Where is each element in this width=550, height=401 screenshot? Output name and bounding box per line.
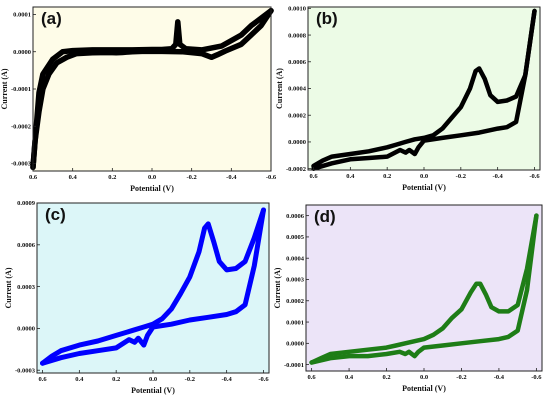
y-tick-label: 0.0004 [286,255,305,262]
y-axis-title: Current (A) [0,68,9,109]
x-tick-label: 0.6 [309,173,318,180]
x-axis-title: Potential (V) [131,386,175,395]
x-tick-label: 0.2 [112,376,120,383]
cv-sweep-line-2 [30,7,274,171]
x-tick-label: -0.4 [226,174,237,181]
plot-background [33,7,271,171]
x-tick-label: -0.6 [529,173,540,180]
plot-background [308,7,540,170]
y-tick-label: 0.0004 [288,86,307,93]
y-tick-label: 0.0009 [17,200,36,207]
x-tick-label: -0.6 [258,376,269,383]
x-tick-label: 0.2 [383,173,391,180]
x-tick-label: 0.0 [148,174,156,181]
y-tick-label: 0.0000 [17,326,35,333]
y-tick-label: 0.0006 [288,59,307,66]
y-tick-label: 0.0001 [286,319,304,326]
y-tick-label: -0.0001 [11,86,31,93]
plot-background [306,205,542,371]
x-tick-label: 0.0 [420,374,428,381]
x-tick-label: 0.4 [345,374,354,381]
x-tick-label: 0.6 [308,374,317,381]
x-axis-title: Potential (V) [402,384,446,393]
y-tick-label: 0.0006 [17,242,36,249]
y-axis-title: Current (A) [275,68,284,109]
cv-sweep-line-2 [311,8,537,171]
panel-label: (d) [314,207,336,226]
x-tick-label: -0.4 [494,374,505,381]
y-tick-label: -0.0002 [11,123,31,130]
y-tick-label: -0.0002 [286,166,306,173]
y-tick-label: 0.0008 [288,32,307,39]
x-tick-label: 0.6 [38,376,47,383]
cv-panel-4: 0.6 0.4 0.2 0.0 -0.2 -0.4 -0.6 -0.0001 0.0000 0.0… [273,204,543,393]
cv-sweep-line-1 [309,213,539,365]
cv-panel-2: 0.6 0.4 0.2 0.0 -0.2 -0.4 -0.6 -0.0002 0.0000 0.0… [275,6,541,192]
x-tick-label: -0.6 [266,174,277,181]
x-tick-label: 0.6 [29,174,38,181]
y-tick-label: 0.0000 [288,139,306,146]
x-tick-label: -0.2 [185,376,195,383]
x-tick-label: 0.0 [149,376,157,383]
y-tick-label: 0.0000 [13,49,31,56]
y-tick-label: -0.0003 [15,367,36,374]
x-tick-label: 0.0 [420,173,428,180]
x-tick-label: 0.2 [382,374,390,381]
x-tick-label: -0.2 [456,173,466,180]
x-tick-label: 0.4 [346,173,355,180]
panel-label: (b) [316,9,338,28]
y-tick-label: 0.0001 [13,12,31,19]
x-axis-title: Potential (V) [130,184,174,193]
y-tick-label: 0.0003 [286,277,305,284]
panel-label: (c) [45,205,66,224]
y-tick-label: 0.0005 [286,234,305,241]
y-tick-label: -0.0001 [284,362,304,369]
x-tick-label: -0.2 [456,374,466,381]
y-tick-label: 0.0010 [288,6,306,13]
x-tick-label: 0.2 [108,174,116,181]
panel-label: (a) [41,9,62,28]
y-tick-label: -0.0003 [11,161,32,168]
x-axis-title: Potential (V) [402,183,446,192]
x-tick-label: 0.4 [75,376,84,383]
cv-sweep-line-1 [311,8,537,169]
y-tick-label: 0.0002 [286,298,304,305]
x-tick-label: -0.6 [531,374,542,381]
y-axis-title: Current (A) [273,267,282,308]
cv-sweep-line-1 [40,207,266,366]
y-tick-label: 0.0000 [286,341,304,348]
cv-panel-1: 0.6 0.4 0.2 0.0 -0.2 -0.4 -0.6 -0.0003 -0.0002 -0… [0,6,277,193]
cv-sweep-line-2 [309,213,539,365]
y-tick-label: 0.0006 [286,213,305,220]
y-tick-label: 0.0002 [288,112,306,119]
cv-sweep-line-2 [40,207,266,366]
y-axis-title: Current (A) [4,267,13,308]
x-tick-label: -0.2 [187,174,197,181]
cv-panel-3: 0.6 0.4 0.2 0.0 -0.2 -0.4 -0.6 -0.0003 0.0000 0.0… [4,200,270,395]
x-tick-label: 0.4 [69,174,78,181]
y-tick-label: 0.0003 [17,284,36,291]
x-tick-label: -0.4 [493,173,504,180]
x-tick-label: -0.4 [222,376,233,383]
